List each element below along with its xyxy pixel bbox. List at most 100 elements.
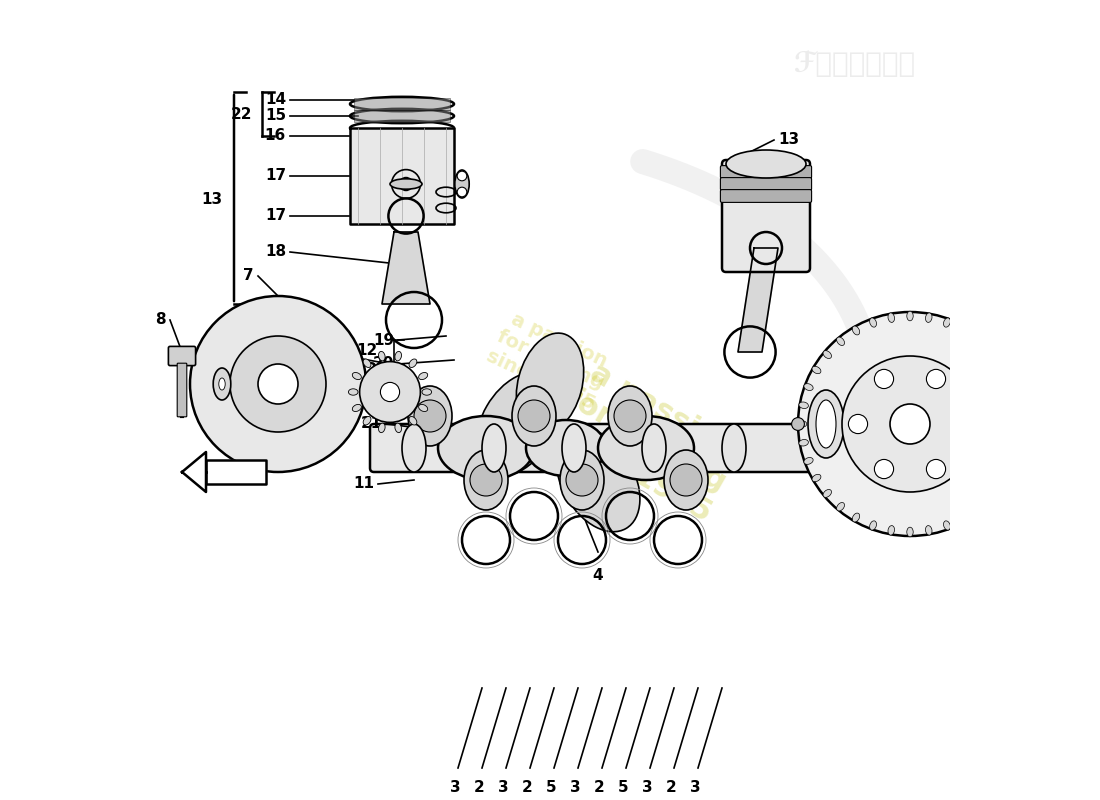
Circle shape (458, 171, 466, 181)
Ellipse shape (352, 405, 362, 411)
Ellipse shape (363, 417, 371, 425)
Text: 17: 17 (265, 169, 286, 183)
Ellipse shape (664, 450, 708, 510)
Ellipse shape (989, 350, 997, 358)
Text: ℱ𝒆𝓻𝓻𝒂𝓻𝒊: ℱ𝒆𝓻𝓻𝒂𝓻𝒊 (793, 50, 915, 78)
Text: a passion
for driving
since 1995: a passion for driving since 1995 (483, 306, 617, 414)
Ellipse shape (516, 333, 584, 435)
Ellipse shape (906, 527, 913, 537)
Text: 12: 12 (356, 362, 378, 377)
Circle shape (258, 364, 298, 404)
Text: 21: 21 (361, 417, 382, 431)
Ellipse shape (804, 458, 813, 464)
Circle shape (874, 459, 893, 478)
Text: 2: 2 (934, 401, 945, 415)
FancyBboxPatch shape (177, 363, 187, 417)
Circle shape (614, 400, 646, 432)
Text: 2: 2 (594, 780, 605, 795)
Text: 23: 23 (914, 489, 935, 503)
Ellipse shape (408, 386, 452, 446)
Circle shape (518, 400, 550, 432)
Ellipse shape (409, 359, 417, 367)
FancyBboxPatch shape (722, 160, 810, 272)
Ellipse shape (512, 386, 556, 446)
Ellipse shape (808, 390, 844, 458)
Circle shape (566, 464, 598, 496)
Ellipse shape (608, 386, 652, 446)
Ellipse shape (804, 384, 813, 390)
Text: 12: 12 (356, 343, 378, 358)
Circle shape (848, 414, 868, 434)
Circle shape (414, 400, 446, 432)
Circle shape (670, 464, 702, 496)
Circle shape (953, 414, 971, 434)
FancyBboxPatch shape (720, 166, 812, 178)
FancyBboxPatch shape (370, 424, 842, 472)
Ellipse shape (402, 424, 426, 472)
Ellipse shape (213, 368, 231, 400)
Text: 13: 13 (201, 193, 222, 207)
Ellipse shape (598, 416, 694, 480)
Ellipse shape (960, 513, 968, 522)
Text: 2: 2 (522, 780, 534, 795)
Text: 10: 10 (858, 345, 879, 359)
Ellipse shape (219, 378, 225, 390)
Text: 15: 15 (265, 109, 286, 123)
Text: 22: 22 (231, 107, 252, 122)
Text: 17: 17 (265, 209, 286, 223)
Circle shape (926, 459, 946, 478)
Ellipse shape (989, 490, 997, 498)
Text: a passion
for driving
since 1995: a passion for driving since 1995 (542, 352, 750, 528)
Text: 5: 5 (547, 780, 557, 795)
Ellipse shape (395, 351, 402, 361)
Ellipse shape (378, 351, 385, 361)
Text: 2: 2 (667, 780, 676, 795)
Ellipse shape (888, 526, 894, 535)
Ellipse shape (976, 502, 983, 511)
Ellipse shape (1012, 402, 1021, 409)
Ellipse shape (888, 313, 894, 322)
Text: 3: 3 (691, 780, 701, 795)
Polygon shape (382, 232, 430, 304)
FancyBboxPatch shape (168, 346, 196, 366)
Ellipse shape (419, 405, 428, 411)
Ellipse shape (960, 326, 968, 335)
Ellipse shape (349, 389, 358, 395)
Polygon shape (738, 248, 778, 352)
Text: 11: 11 (353, 477, 374, 491)
Text: 13: 13 (778, 133, 799, 147)
Ellipse shape (837, 337, 845, 346)
Ellipse shape (482, 424, 506, 472)
FancyBboxPatch shape (354, 110, 450, 122)
Ellipse shape (422, 389, 431, 395)
FancyBboxPatch shape (720, 178, 812, 190)
Polygon shape (182, 452, 206, 492)
Ellipse shape (419, 373, 428, 379)
Ellipse shape (870, 318, 877, 327)
Text: 20: 20 (373, 357, 394, 371)
FancyBboxPatch shape (720, 190, 812, 202)
Ellipse shape (823, 490, 832, 498)
Ellipse shape (476, 372, 560, 476)
Ellipse shape (390, 178, 422, 190)
Text: 9: 9 (902, 465, 913, 479)
Circle shape (360, 362, 420, 422)
Ellipse shape (560, 450, 604, 510)
Ellipse shape (722, 424, 746, 472)
Text: 3: 3 (450, 780, 461, 795)
Ellipse shape (642, 424, 666, 472)
Circle shape (842, 356, 978, 492)
Ellipse shape (352, 373, 362, 379)
Ellipse shape (526, 420, 606, 476)
Ellipse shape (812, 474, 821, 482)
Text: 5: 5 (618, 780, 629, 795)
Ellipse shape (438, 416, 534, 480)
Text: 3: 3 (570, 780, 581, 795)
Ellipse shape (852, 513, 860, 522)
Text: 19: 19 (373, 333, 394, 347)
Text: 4: 4 (593, 568, 603, 583)
Ellipse shape (870, 521, 877, 530)
Ellipse shape (906, 311, 913, 321)
Ellipse shape (799, 402, 808, 409)
Text: 6: 6 (331, 349, 342, 363)
